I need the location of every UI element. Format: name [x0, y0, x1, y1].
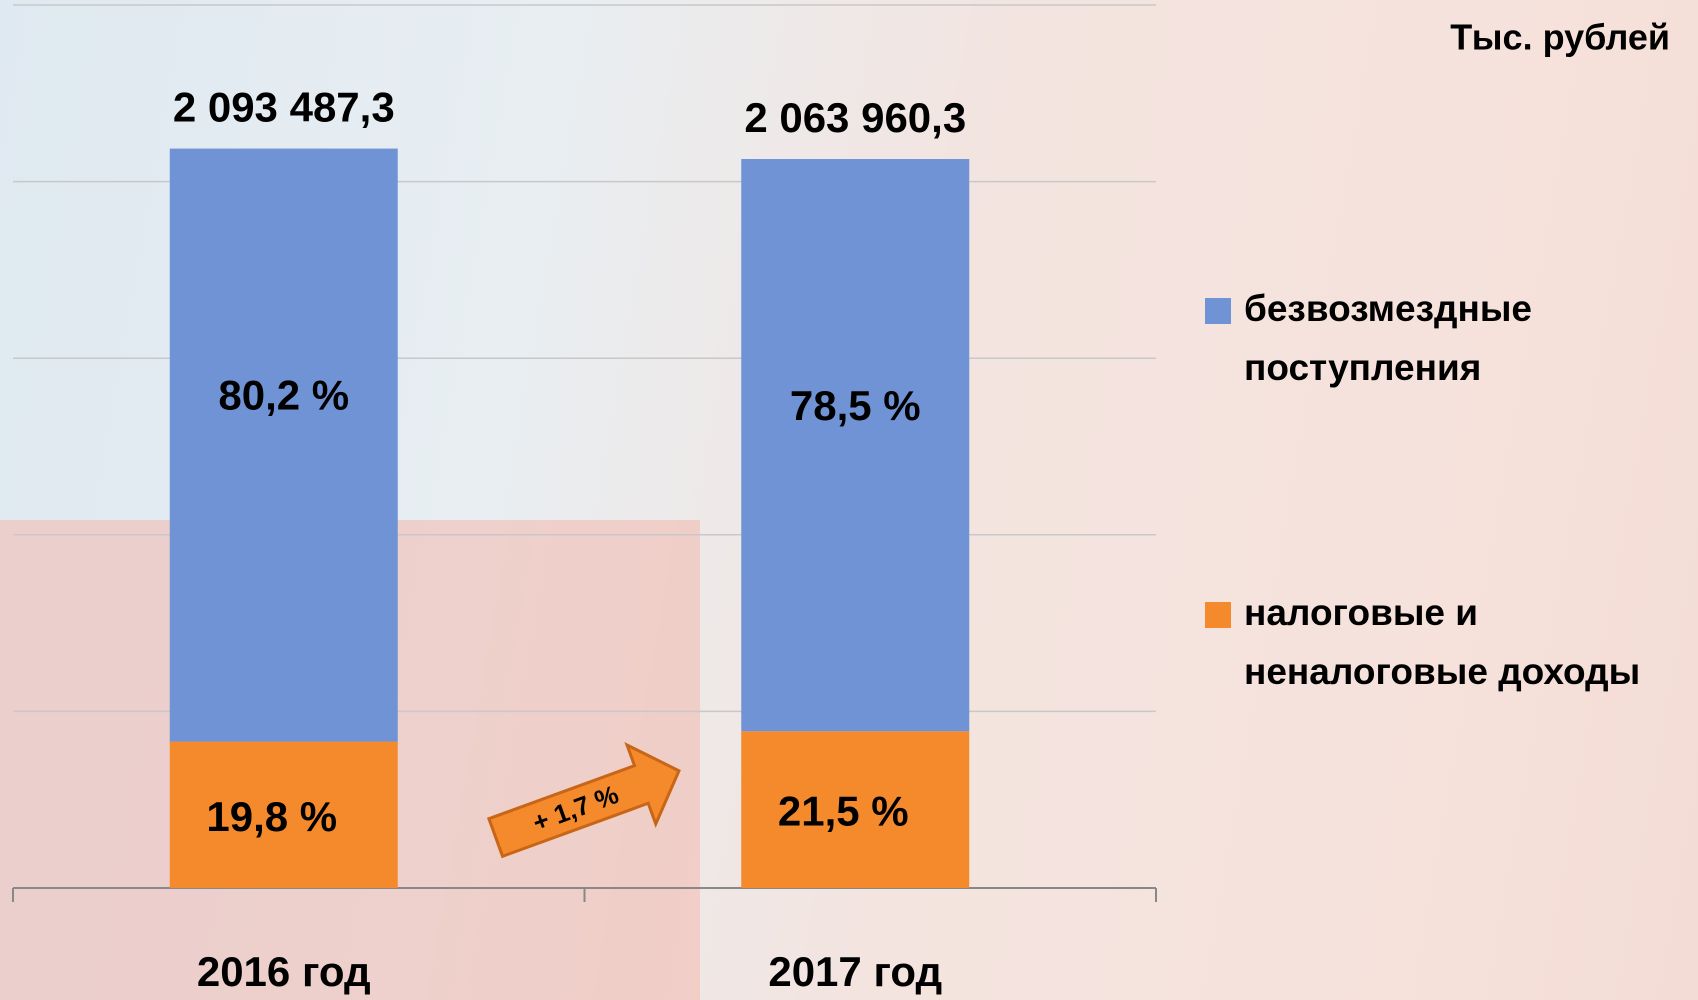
- legend-label: налоговые и неналоговые доходы: [1244, 592, 1640, 692]
- data-label: 78,5 %: [790, 382, 921, 429]
- bar-segment: [741, 159, 970, 732]
- arrow-shape: [486, 742, 681, 859]
- legend-swatch: [1205, 298, 1231, 324]
- total-label: 2 063 960,3: [744, 94, 966, 141]
- legend-label: безвозмездные поступления: [1244, 288, 1532, 388]
- unit-label: Тыс. рублей: [1450, 17, 1670, 58]
- legend-swatch: [1205, 602, 1231, 628]
- bar-segment: [741, 731, 970, 888]
- x-tick-label: 2017 год: [768, 948, 942, 995]
- total-label: 2 093 487,3: [173, 84, 395, 131]
- data-label: 19,8 %: [206, 793, 337, 840]
- data-label: 80,2 %: [218, 372, 349, 419]
- data-label: 21,5 %: [778, 788, 909, 835]
- x-tick-label: 2016 год: [197, 948, 371, 995]
- bar-segment: [169, 741, 398, 888]
- bar-segment: [169, 148, 398, 742]
